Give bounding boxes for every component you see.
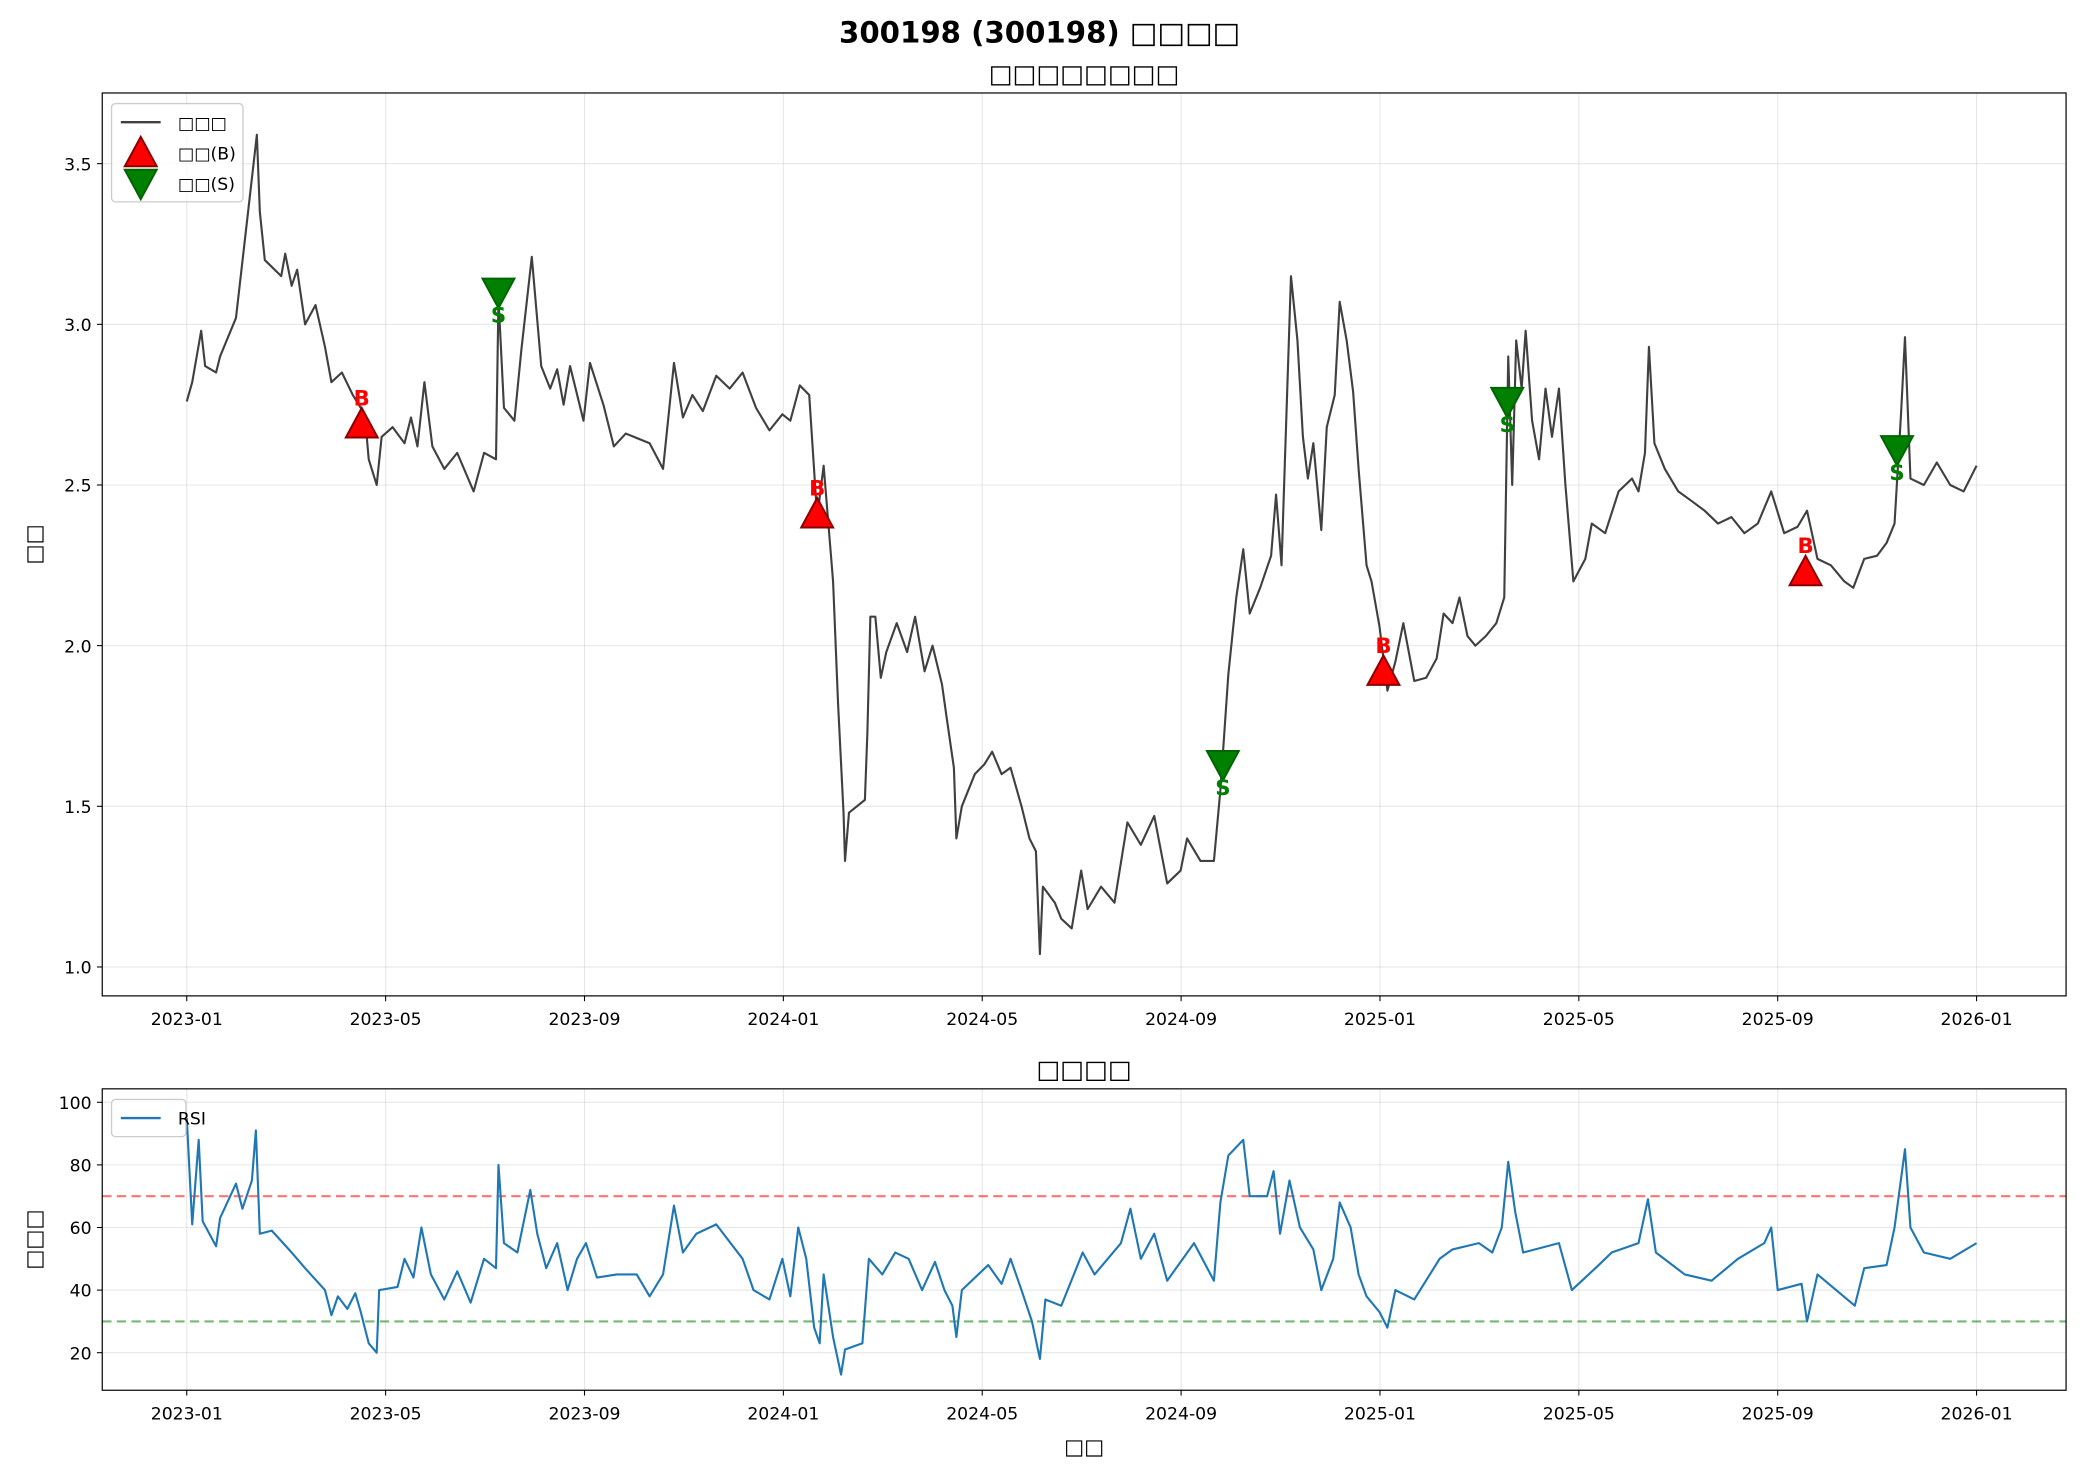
legend-swatch (123, 168, 159, 202)
legend-label: □□(S) (178, 175, 235, 195)
axes-title: □□□□□□□□ (989, 59, 1180, 88)
axes: 2023-01 2023-05 2023-09 2024-01 2024-05 2024-… (22, 1055, 2067, 1460)
y-tick-label: 2.0 (64, 637, 91, 657)
x-tick-label: 2026-01 (1941, 1404, 2013, 1424)
sell-marker (1205, 749, 1241, 783)
x-tick-label: 2024-05 (946, 1404, 1018, 1424)
x-tick-label: 2025-01 (1344, 1404, 1416, 1424)
sell-marker (1489, 386, 1525, 420)
axes-title: □□□□ (1036, 1055, 1131, 1084)
x-tick-label: 2025-01 (1344, 1010, 1416, 1030)
sell-marker (1879, 435, 1915, 468)
y-tick-label: 60 (70, 1219, 92, 1239)
y-tick-label: 3.0 (64, 316, 91, 336)
x-tick-label: 2026-01 (1941, 1010, 2013, 1030)
legend-label: RSI (178, 1110, 206, 1130)
legend-swatch (123, 134, 159, 168)
marker-label: S (491, 304, 506, 329)
y-tick-label: 40 (70, 1282, 92, 1302)
y-tick-label: 80 (70, 1157, 92, 1177)
sell-marker (480, 277, 517, 311)
buy-marker (799, 495, 835, 529)
y-tick-label: 1.5 (64, 798, 91, 818)
marker-label: B (809, 476, 825, 501)
x-tick-label: 2024-09 (1145, 1010, 1217, 1030)
x-tick-label: 2025-09 (1742, 1010, 1814, 1030)
marker-label: B (1375, 634, 1391, 659)
legend: □□□ □□(B) □□(S) (110, 102, 244, 203)
legend-label: □□(B) (178, 144, 236, 164)
figure-title: 300198 (300198) □□□□ (839, 16, 1240, 50)
x-tick-label: 2025-05 (1543, 1010, 1615, 1030)
marker-label: S (1215, 776, 1230, 801)
legend: RSI (110, 1098, 206, 1138)
marker-label: S (1500, 413, 1515, 438)
axes-frame (101, 92, 2067, 997)
marker-label: B (1797, 534, 1813, 559)
axes-frame (101, 1088, 2067, 1391)
buy-marker (1365, 653, 1402, 686)
marker-label: S (1889, 461, 1904, 486)
x-tick-label: 2024-01 (747, 1010, 819, 1030)
x-tick-label: 2025-09 (1742, 1404, 1814, 1424)
x-axis-label: □□ (1064, 1435, 1104, 1460)
y-tick-label: 20 (70, 1344, 92, 1364)
x-tick-label: 2025-05 (1543, 1404, 1615, 1424)
axes: 2023-01 2023-05 2023-09 2024-01 2024-05 2024-… (22, 59, 2067, 1030)
y-axis-label: □□ (22, 524, 47, 564)
y-axis-label: □□□ (22, 1209, 47, 1269)
buy-marker (344, 405, 380, 439)
x-tick-label: 2023-09 (548, 1010, 620, 1030)
y-tick-label: 100 (59, 1094, 92, 1114)
price-line (185, 1117, 1978, 1376)
x-tick-label: 2023-01 (151, 1404, 223, 1424)
x-tick-label: 2024-09 (1145, 1404, 1217, 1424)
x-tick-label: 2024-05 (946, 1010, 1018, 1030)
y-tick-label: 1.0 (64, 959, 91, 979)
x-tick-label: 2023-01 (151, 1010, 223, 1030)
legend-label: □□□ (178, 114, 227, 134)
x-tick-label: 2024-01 (747, 1404, 819, 1424)
x-tick-label: 2023-05 (350, 1404, 422, 1424)
x-tick-label: 2023-05 (350, 1010, 422, 1030)
y-tick-label: 2.5 (64, 477, 91, 497)
price-line (185, 133, 1978, 956)
x-tick-label: 2023-09 (548, 1404, 620, 1424)
buy-marker (1787, 553, 1824, 587)
y-tick-label: 3.5 (64, 155, 91, 175)
marker-label: B (354, 386, 370, 411)
